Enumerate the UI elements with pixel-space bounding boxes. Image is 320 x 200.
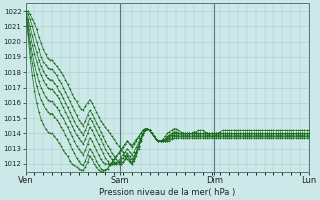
X-axis label: Pression niveau de la mer( hPa ): Pression niveau de la mer( hPa ) [99, 188, 236, 197]
